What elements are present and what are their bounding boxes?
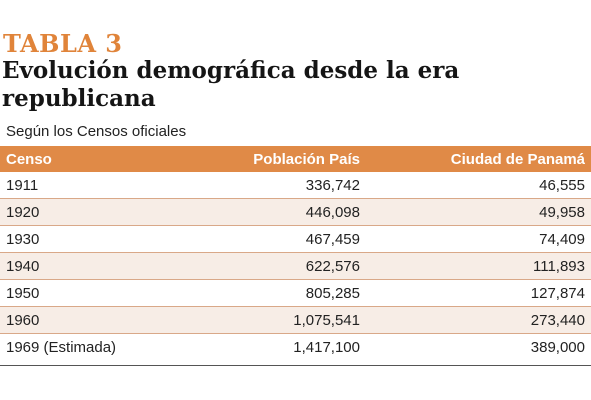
table-row: 1960 1,075,541 273,440 [0, 306, 591, 334]
cell-poblacion-pais: 622,576 [182, 252, 366, 280]
column-header-poblacion-pais: Población País [182, 146, 366, 172]
cell-poblacion-pais: 805,285 [182, 279, 366, 307]
cell-poblacion-pais: 1,417,100 [293, 338, 360, 356]
cell-censo: 1969 (Estimada) [6, 338, 117, 356]
cell-ciudad-panama: 111,893 [366, 252, 591, 280]
table-row: 1969 (Estimada) 1,417,100 389,000 [0, 334, 591, 361]
cell-ciudad-panama: 74,409 [366, 225, 591, 253]
cell-ciudad-panama: 127,874 [366, 279, 591, 307]
table-row: 1930 467,459 74,409 [0, 225, 591, 253]
column-header-ciudad-panama: Ciudad de Panamá [366, 146, 591, 172]
cell-censo: 1930 [0, 225, 182, 253]
table-header-row: Censo Población País Ciudad de Panamá [0, 146, 591, 172]
cell-ciudad-panama: 273,440 [366, 306, 591, 334]
table-title: Evolución demográfica desde la era repub… [2, 57, 460, 112]
cell-ciudad-panama: 389,000 [530, 338, 585, 356]
cell-poblacion-pais: 446,098 [182, 198, 366, 226]
cell-censo: 1940 [0, 252, 182, 280]
cell-poblacion-pais: 336,742 [182, 172, 366, 199]
cell-poblacion-pais: 467,459 [182, 225, 366, 253]
cell-censo: 1950 [0, 279, 182, 307]
table-row: 1940 622,576 111,893 [0, 252, 591, 280]
table-row: 1911 336,742 46,555 [0, 172, 591, 199]
table-number: TABLA 3 [3, 29, 123, 58]
cell-censo: 1911 [0, 172, 182, 199]
cell-ciudad-panama: 46,555 [366, 172, 591, 199]
column-header-censo: Censo [0, 146, 182, 172]
cell-censo: 1960 [0, 306, 182, 334]
table-row: 1920 446,098 49,958 [0, 198, 591, 226]
census-table: Censo Población País Ciudad de Panamá 19… [0, 146, 591, 360]
table-row: 1950 805,285 127,874 [0, 279, 591, 307]
table-subtitle: Según los Censos oficiales [6, 123, 187, 140]
cell-poblacion-pais: 1,075,541 [182, 306, 366, 334]
cell-ciudad-panama: 49,958 [366, 198, 591, 226]
cell-censo: 1920 [0, 198, 182, 226]
bottom-rule [0, 365, 591, 366]
